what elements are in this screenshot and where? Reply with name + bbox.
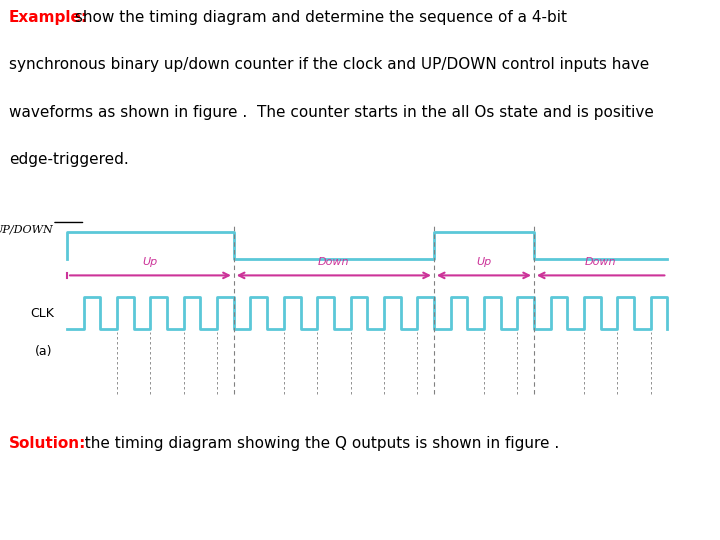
- Text: Down: Down: [318, 257, 350, 267]
- Text: waveforms as shown in figure .  The counter starts in the all Os state and is po: waveforms as shown in figure . The count…: [9, 105, 654, 120]
- Text: Up: Up: [477, 257, 492, 267]
- Text: Solution:: Solution:: [9, 436, 86, 451]
- Text: UP/DOWN: UP/DOWN: [0, 225, 54, 234]
- Text: the timing diagram showing the Q outputs is shown in figure .: the timing diagram showing the Q outputs…: [75, 436, 559, 451]
- Text: CLK: CLK: [30, 307, 54, 320]
- Text: Up: Up: [143, 257, 158, 267]
- Text: (a): (a): [35, 345, 52, 357]
- Text: synchronous binary up/down counter if the clock and UP/DOWN control inputs have: synchronous binary up/down counter if th…: [9, 57, 649, 72]
- Text: Example:: Example:: [9, 10, 88, 25]
- Text: Down: Down: [585, 257, 616, 267]
- Text: show the timing diagram and determine the sequence of a 4-bit: show the timing diagram and determine th…: [70, 10, 567, 25]
- Text: edge-triggered.: edge-triggered.: [9, 152, 128, 167]
